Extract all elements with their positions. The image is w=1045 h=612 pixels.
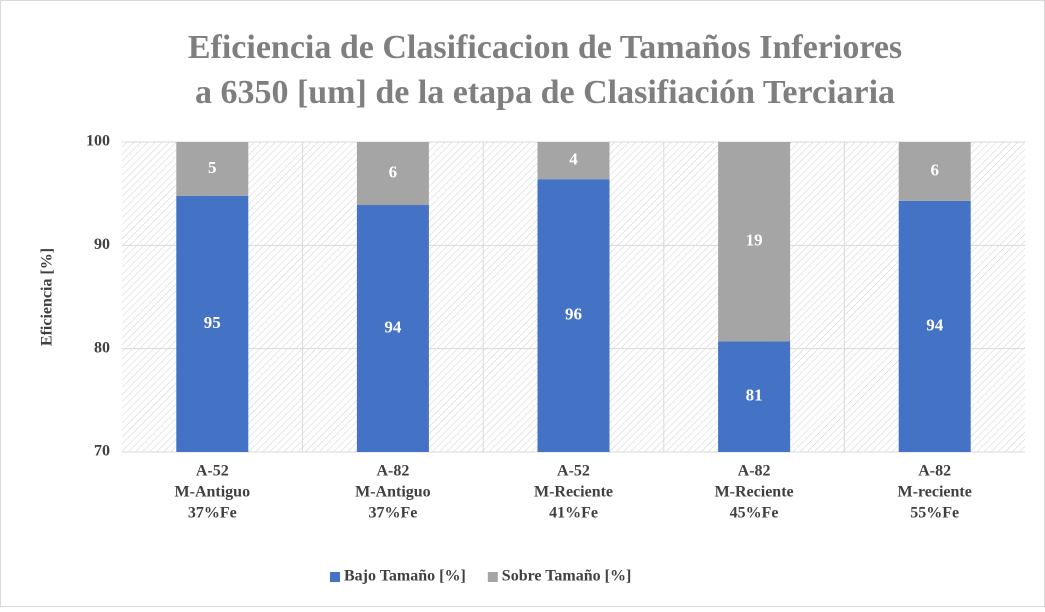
- x-tick-label: M-Antiguo: [175, 484, 251, 501]
- x-tick-label: 41%Fe: [549, 505, 598, 522]
- bar-segment: [176, 195, 249, 452]
- bar-segment: [898, 142, 971, 201]
- chart-title: Eficiencia de Clasificacion de Tamaños I…: [188, 29, 902, 66]
- legend-label: Bajo Tamaño [%]: [344, 568, 466, 585]
- bar-segment: [537, 142, 610, 180]
- x-tick-label: M-Reciente: [715, 484, 794, 501]
- x-tick-label: M-reciente: [898, 484, 972, 501]
- legend-swatch: [330, 572, 340, 582]
- x-tick-label: A-52: [196, 463, 229, 480]
- x-tick-label: A-82: [376, 463, 409, 480]
- y-tick-label: 80: [94, 339, 110, 356]
- bar-segment: [537, 179, 610, 452]
- x-tick-label: 37%Fe: [188, 505, 237, 522]
- x-tick-label: 37%Fe: [368, 505, 417, 522]
- data-label: 5: [208, 158, 217, 177]
- data-label: 4: [569, 150, 578, 169]
- x-tick-label: A-52: [557, 463, 590, 480]
- y-axis-label: Eficiencia [%]: [39, 248, 56, 346]
- data-label: 6: [930, 160, 939, 179]
- legend-label: Sobre Tamaño [%]: [502, 568, 632, 585]
- x-tick-label: A-82: [918, 463, 951, 480]
- legend-swatch: [487, 572, 498, 582]
- bar-segment: [718, 341, 791, 452]
- chart-title: a 6350 [um] de la etapa de Clasifiación …: [195, 74, 895, 111]
- data-label: 96: [565, 305, 582, 324]
- data-label: 81: [746, 386, 763, 405]
- data-label: 95: [204, 313, 221, 332]
- bar-segment: [718, 142, 791, 342]
- y-tick-label: 70: [94, 443, 110, 460]
- data-label: 94: [926, 315, 944, 334]
- y-tick-label: 100: [86, 133, 110, 150]
- bar-segment: [898, 200, 971, 452]
- x-tick-label: M-Antiguo: [355, 484, 431, 501]
- bar-segment: [176, 142, 249, 196]
- x-tick-label: M-Reciente: [534, 484, 613, 501]
- x-tick-label: 55%Fe: [910, 505, 959, 522]
- data-label: 19: [746, 231, 763, 250]
- bar-segment: [356, 205, 429, 452]
- bar-segment: [356, 142, 429, 206]
- y-tick-label: 90: [94, 236, 110, 253]
- x-tick-label: 45%Fe: [730, 505, 779, 522]
- data-label: 94: [384, 317, 402, 336]
- x-tick-label: A-82: [738, 463, 771, 480]
- data-label: 6: [389, 162, 398, 181]
